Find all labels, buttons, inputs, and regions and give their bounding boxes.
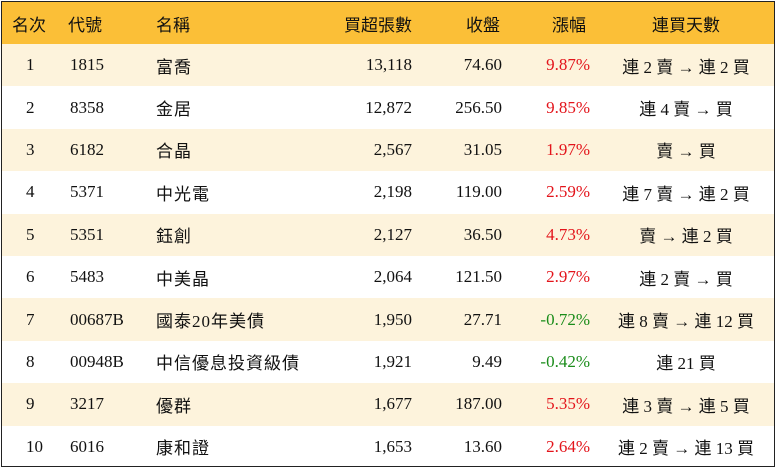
close-price-cell: 256.50 (416, 86, 506, 129)
change-percent-cell: 2.64% (506, 425, 596, 466)
close-price-cell: 119.00 (416, 171, 506, 214)
rank-cell: 2 (2, 86, 64, 129)
header-streak: 連買天數 (596, 2, 774, 44)
stock-name-cell: 合晶 (146, 128, 312, 172)
net-buy-cell: 13,118 (312, 44, 416, 87)
table-row: 4 5371 中光電 2,198 119.00 2.59% 連 7 賣 → 連 2 買 (2, 171, 774, 214)
buy-streak-cell: 連 2 賣 → 買 (596, 255, 774, 299)
table-body: 1 1815 富喬 13,118 74.60 9.87% 連 2 賣 → 連 2 買 2 835… (2, 44, 774, 466)
close-price-cell: 31.05 (416, 128, 506, 172)
net-buy-cell: 2,127 (312, 213, 416, 256)
net-buy-cell: 2,064 (312, 255, 416, 299)
stock-name-cell: 中美晶 (146, 255, 312, 299)
buy-streak-cell: 連 7 賣 → 連 2 買 (596, 171, 774, 214)
stock-code-cell: 5351 (64, 213, 146, 256)
header-row: 名次 代號 名稱 買超張數 收盤 漲幅 連買天數 (2, 2, 774, 44)
stock-code-cell: 00687B (64, 298, 146, 341)
table-row: 10 6016 康和證 1,653 13.60 2.64% 連 2 賣 → 連 13 買 (2, 425, 774, 466)
stock-code-cell: 1815 (64, 44, 146, 87)
buy-streak-cell: 賣 → 連 2 買 (596, 213, 774, 256)
header-rank: 名次 (2, 2, 64, 44)
stock-name-cell: 康和證 (146, 425, 312, 466)
header-change: 漲幅 (506, 2, 596, 44)
stock-name-cell: 中光電 (146, 171, 312, 214)
stock-name-cell: 金居 (146, 86, 312, 129)
stock-code-cell: 6016 (64, 425, 146, 466)
net-buy-cell: 1,677 (312, 383, 416, 426)
close-price-cell: 74.60 (416, 44, 506, 87)
table-header: 名次 代號 名稱 買超張數 收盤 漲幅 連買天數 (2, 2, 774, 44)
rank-cell: 5 (2, 213, 64, 256)
header-close: 收盤 (416, 2, 506, 44)
change-percent-cell: 5.35% (506, 383, 596, 426)
table-row: 7 00687B 國泰20年美債 1,950 27.71 -0.72% 連 8 賣 → 連 … (2, 298, 774, 341)
rank-cell: 7 (2, 298, 64, 341)
close-price-cell: 36.50 (416, 213, 506, 256)
stock-name-cell: 優群 (146, 383, 312, 426)
stock-name-cell: 富喬 (146, 44, 312, 87)
net-buy-cell: 1,653 (312, 425, 416, 466)
close-price-cell: 121.50 (416, 255, 506, 299)
stock-code-cell: 3217 (64, 383, 146, 426)
header-name: 名稱 (146, 2, 312, 44)
buy-streak-cell: 連 4 賣 → 買 (596, 86, 774, 129)
stock-code-cell: 6182 (64, 128, 146, 172)
close-price-cell: 9.49 (416, 340, 506, 384)
net-buy-cell: 2,567 (312, 128, 416, 172)
close-price-cell: 13.60 (416, 425, 506, 466)
buy-streak-cell: 賣 → 買 (596, 128, 774, 172)
change-percent-cell: 1.97% (506, 128, 596, 172)
stock-code-cell: 8358 (64, 86, 146, 129)
buy-streak-cell: 連 3 賣 → 連 5 買 (596, 383, 774, 426)
rank-cell: 1 (2, 44, 64, 87)
table-row: 2 8358 金居 12,872 256.50 9.85% 連 4 賣 → 買 (2, 86, 774, 129)
rank-cell: 3 (2, 128, 64, 172)
change-percent-cell: 2.59% (506, 171, 596, 214)
net-buy-cell: 12,872 (312, 86, 416, 129)
table-row: 1 1815 富喬 13,118 74.60 9.87% 連 2 賣 → 連 2 買 (2, 44, 774, 87)
table-row: 8 00948B 中信優息投資級債 1,921 9.49 -0.42% 連 21 買 (2, 340, 774, 384)
stock-code-cell: 5371 (64, 171, 146, 214)
rank-cell: 9 (2, 383, 64, 426)
net-buy-cell: 1,950 (312, 298, 416, 341)
stock-code-cell: 5483 (64, 255, 146, 299)
table-row: 6 5483 中美晶 2,064 121.50 2.97% 連 2 賣 → 買 (2, 255, 774, 299)
buy-streak-cell: 連 2 賣 → 連 2 買 (596, 44, 774, 87)
rank-cell: 4 (2, 171, 64, 214)
header-net-buy: 買超張數 (312, 2, 416, 44)
change-percent-cell: 9.87% (506, 44, 596, 87)
net-buy-cell: 2,198 (312, 171, 416, 214)
table-row: 5 5351 鈺創 2,127 36.50 4.73% 賣 → 連 2 買 (2, 213, 774, 256)
close-price-cell: 187.00 (416, 383, 506, 426)
rank-cell: 8 (2, 340, 64, 384)
change-percent-cell: 2.97% (506, 255, 596, 299)
change-percent-cell: -0.72% (506, 298, 596, 341)
change-percent-cell: 9.85% (506, 86, 596, 129)
close-price-cell: 27.71 (416, 298, 506, 341)
stock-name-cell: 鈺創 (146, 213, 312, 256)
buy-streak-cell: 連 8 賣 → 連 12 買 (596, 298, 774, 341)
stock-name-cell: 中信優息投資級債 (146, 340, 312, 384)
buy-streak-cell: 連 21 買 (596, 340, 774, 384)
table-row: 9 3217 優群 1,677 187.00 5.35% 連 3 賣 → 連 5 買 (2, 383, 774, 426)
header-code: 代號 (64, 2, 146, 44)
net-buy-cell: 1,921 (312, 340, 416, 384)
table-row: 3 6182 合晶 2,567 31.05 1.97% 賣 → 買 (2, 128, 774, 172)
rank-cell: 10 (2, 425, 64, 466)
stock-name-cell: 國泰20年美債 (146, 298, 312, 341)
change-percent-cell: -0.42% (506, 340, 596, 384)
change-percent-cell: 4.73% (506, 213, 596, 256)
rank-cell: 6 (2, 255, 64, 299)
buy-streak-cell: 連 2 賣 → 連 13 買 (596, 425, 774, 466)
stock-code-cell: 00948B (64, 340, 146, 384)
